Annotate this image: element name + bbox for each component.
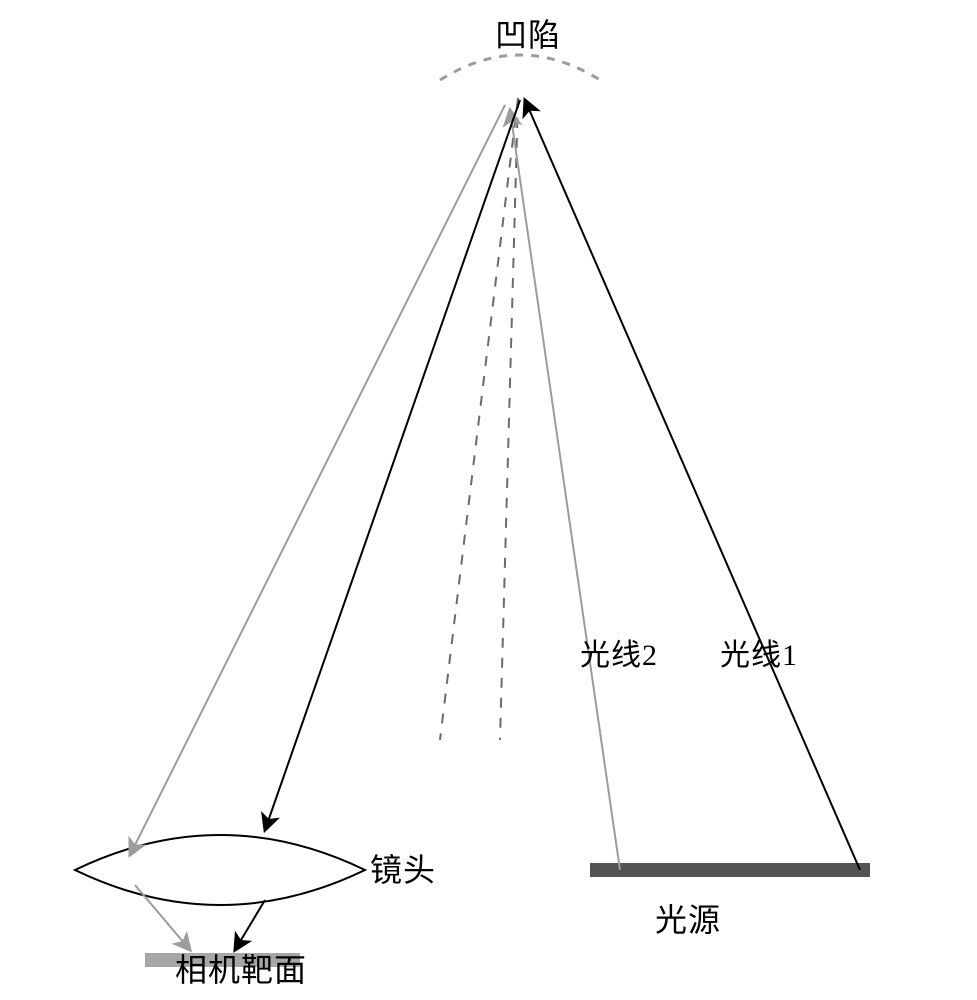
label-camera-target: 相机靶面: [175, 945, 307, 991]
ray1-refracted: [235, 900, 265, 950]
ray1-incident: [525, 100, 860, 870]
ray1-reflected: [265, 100, 520, 830]
ray2-incident: [510, 110, 620, 870]
label-ray1: 光线1: [720, 630, 798, 674]
ray2-reflected: [130, 105, 505, 855]
label-defect: 凹陷: [495, 10, 561, 56]
label-ray2: 光线2: [580, 630, 658, 674]
svg-layer: [75, 55, 870, 960]
diagram-svg: [0, 0, 977, 1000]
lens-shape: [75, 835, 365, 905]
normal-dashed-inner: [500, 98, 518, 740]
diagram-stage: 凹陷 光线2 光线1 镜头 光源 相机靶面: [0, 0, 977, 1000]
label-light-source: 光源: [655, 895, 721, 941]
defect-arc: [440, 55, 600, 80]
label-lens: 镜头: [370, 845, 436, 891]
ray2-refracted: [135, 885, 190, 950]
normal-dashed-outer: [440, 98, 518, 740]
